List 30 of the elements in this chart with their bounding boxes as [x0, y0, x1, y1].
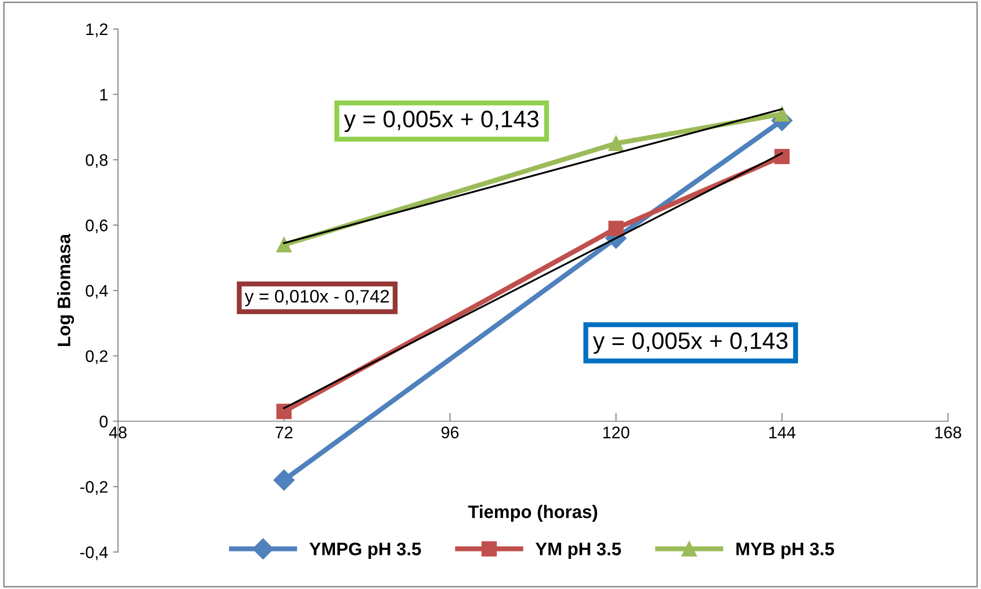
- x-tick-label: 144: [769, 426, 796, 438]
- annotation: y = 0,010x - 0,742: [244, 290, 389, 306]
- annotation: y = 0,005x + 0,143: [344, 110, 538, 132]
- y-tick-label: -0,2: [80, 481, 108, 495]
- x-tick-label: 96: [442, 426, 459, 438]
- point: [276, 404, 292, 420]
- x-tick-label: 72: [276, 426, 292, 438]
- y-axis-title: Log Biomasa: [57, 234, 74, 346]
- annotation: y = 0,005x + 0,143: [592, 332, 788, 354]
- legend-label: YMPG pH 3.5: [309, 542, 421, 559]
- point: [608, 220, 624, 236]
- legend-label: MYB pH 3.5: [736, 542, 834, 559]
- y-tick-label: 0,6: [86, 220, 108, 234]
- y-tick-label: 0: [100, 416, 108, 428]
- x-tick-label: 168: [935, 426, 962, 438]
- point: [276, 237, 292, 252]
- point: [774, 106, 790, 122]
- point: [608, 136, 624, 152]
- y-tick-label: 1: [100, 88, 108, 100]
- x-tick-label: 48: [109, 426, 127, 438]
- point: [273, 470, 295, 491]
- point: [774, 148, 790, 164]
- y-tick-label: 0,2: [86, 350, 108, 364]
- x-axis-title: Tiempo (horas): [468, 504, 598, 522]
- x-tick-label: 120: [603, 426, 630, 438]
- y-tick-label: 1,2: [86, 23, 108, 38]
- y-tick-label: 0,8: [86, 154, 108, 168]
- y-tick-label: 0,4: [86, 284, 108, 299]
- legend-label: YM pH 3.5: [536, 542, 621, 559]
- y-tick-label: -0,4: [80, 546, 108, 560]
